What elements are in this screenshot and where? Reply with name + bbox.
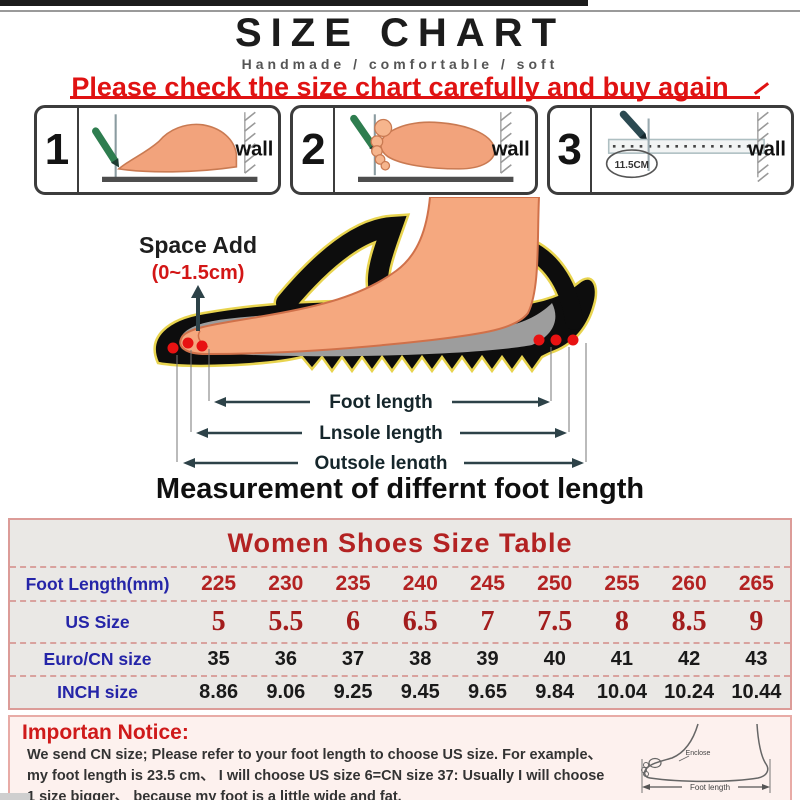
size-cell: 37: [341, 648, 365, 670]
size-cell: 7: [480, 606, 495, 637]
size-cell: 10.04: [596, 681, 647, 703]
row-label: Foot Length(mm): [25, 573, 170, 594]
size-cell: 10.44: [731, 681, 782, 703]
insole-length-label: Lnsole length: [319, 423, 443, 444]
foot-shape: [380, 121, 496, 170]
size-cell: 5.5: [268, 606, 304, 637]
foot-shape: [116, 123, 238, 173]
page-title: SIZE CHART: [235, 11, 565, 55]
size-cell: 7.5: [537, 606, 573, 637]
step-1-illustration: [79, 108, 278, 192]
size-cell: 9: [749, 606, 764, 637]
size-cell: 9.06: [266, 681, 306, 703]
row-label: US Size: [65, 611, 130, 632]
wall-label: wall: [491, 138, 530, 161]
size-cell: 8.5: [671, 606, 707, 637]
outsole-length-label: Outsole length: [315, 453, 448, 469]
size-cell: 9.45: [400, 681, 440, 703]
row-label: INCH size: [57, 682, 138, 702]
up-arrow-icon: [191, 285, 205, 298]
wall-label: wall: [748, 138, 786, 161]
table-row-inch-size: INCH size 8.86 9.06 9.25 9.45 9.65 9.84 …: [10, 675, 790, 708]
size-cell: 38: [409, 648, 432, 670]
size-cell: 9.65: [468, 681, 507, 703]
important-notice: Importan Notice: We send CN size; Please…: [8, 715, 792, 800]
pencil-icon: [92, 127, 119, 165]
size-cell: 240: [402, 572, 438, 595]
foot-length-label: Foot length: [329, 392, 432, 413]
page-subtitle: Handmade / comfortable / soft: [241, 56, 559, 72]
notice-title: Importan Notice:: [22, 721, 189, 744]
step-panel-1: 1 wall: [34, 105, 282, 195]
foot-layers-illustration: Space Add (0~1.5cm) Foot length Lnsole l…: [139, 196, 598, 474]
size-cell: 35: [207, 648, 230, 670]
notice-line: We send CN size; Please refer to your fo…: [27, 747, 603, 763]
size-cell: 6.5: [402, 606, 438, 637]
notice-line: 1 size bigger、 because my foot is a litt…: [27, 789, 402, 800]
step-panel-2: 2 wall: [290, 105, 538, 195]
step-2-illustration: [335, 108, 534, 192]
step-3-illustration: 11.5CM: [592, 108, 791, 192]
space-add-range: (0~1.5cm): [152, 262, 245, 284]
size-cell: 260: [671, 572, 707, 595]
size-cell: 5: [211, 606, 226, 637]
size-cell: 9.84: [535, 681, 575, 703]
table-title: Women Shoes Size Table: [227, 528, 573, 558]
size-cell: 36: [274, 648, 297, 670]
foot-side-view-icon: [92, 111, 258, 183]
measurement-steps: 1 wall 2: [34, 105, 794, 195]
step-number: 1: [37, 108, 79, 192]
step-number: 3: [550, 108, 592, 192]
size-cell: 39: [476, 648, 499, 670]
size-cell: 41: [610, 648, 634, 670]
pencil-icon: [350, 114, 377, 150]
women-shoes-size-table: Women Shoes Size Table Foot Length(mm) 2…: [8, 518, 792, 710]
size-cell: 235: [335, 572, 371, 595]
top-black-bar: [0, 0, 588, 6]
size-cell: 42: [678, 648, 701, 670]
foot-length-diagram: Space Add (0~1.5cm) Foot length Lnsole l…: [130, 196, 690, 474]
foot-shape: [179, 196, 541, 356]
pencil-icon: [619, 110, 646, 139]
size-cell: 8.86: [199, 681, 239, 703]
diagram-caption: Measurement of differnt foot length: [155, 473, 645, 505]
sketch-foot-length-label: Foot length: [690, 783, 730, 792]
enclose-label: Enclose: [686, 750, 711, 757]
measure-dots: [167, 334, 579, 354]
size-cell: 6: [346, 606, 361, 637]
step-panel-3: 3 11.5CM wall: [546, 105, 794, 195]
bottom-gray-chip: [0, 793, 30, 800]
step-number: 2: [293, 108, 336, 192]
foot-top-view-icon: [350, 111, 514, 183]
size-cell: 8: [614, 606, 629, 637]
size-cell: 9.25: [333, 681, 373, 703]
size-cell: 250: [537, 572, 573, 595]
measure-callout: [605, 149, 658, 179]
warning-underline: [70, 96, 760, 99]
top-gray-line: [0, 10, 800, 12]
size-cell: 245: [469, 572, 505, 595]
notice-line: my foot length is 23.5 cm、 I will choose…: [27, 768, 605, 785]
foot-sketch-icon: Enclose Foot length: [641, 723, 771, 793]
size-cell: 265: [738, 572, 774, 595]
size-cell: 230: [268, 572, 304, 595]
table-row-foot-length: Foot Length(mm) 225 230 235 240 245 250 …: [10, 566, 790, 600]
row-label: Euro/CN size: [43, 649, 152, 669]
table-row-us-size: US Size 5 5.5 6 6.5 7 7.5 8 8.5 9: [10, 600, 790, 642]
header: SIZE CHART Handmade / comfortable / soft…: [0, 0, 800, 101]
size-cell: 43: [745, 648, 768, 670]
size-cell: 10.24: [664, 681, 715, 703]
size-cell: 225: [201, 572, 237, 595]
size-cell: 40: [543, 648, 566, 670]
ruler-note: 11.5CM: [614, 160, 648, 171]
wall-label: wall: [235, 138, 274, 161]
size-cell: 255: [604, 572, 640, 595]
ruler-icon: 11.5CM: [605, 110, 769, 183]
table-row-euro-cn-size: Euro/CN size 35 36 37 38 39 40 41 42 43: [10, 642, 790, 675]
space-add-label: Space Add: [139, 232, 257, 258]
